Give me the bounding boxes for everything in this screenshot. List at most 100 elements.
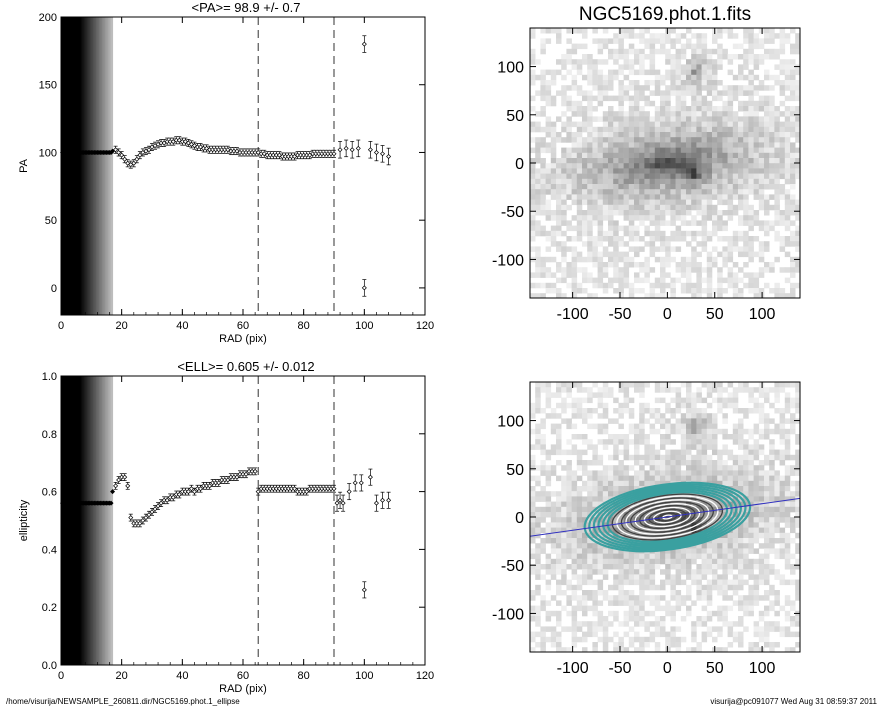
image-pixel — [748, 80, 754, 86]
image-pixel — [691, 178, 697, 185]
image-pixel — [571, 486, 578, 492]
image-pixel — [764, 636, 770, 643]
data-point — [292, 486, 298, 492]
image-pixel — [571, 610, 578, 617]
image-pixel — [712, 80, 718, 86]
image-pixel — [706, 90, 713, 96]
image-pixel — [680, 43, 687, 50]
image-pixel — [530, 517, 536, 523]
image-pixel — [748, 642, 754, 648]
image-pixel — [613, 178, 619, 185]
image-pixel — [680, 449, 687, 456]
shaded-band — [106, 376, 109, 665]
image-pixel — [675, 85, 682, 91]
image-pixel — [753, 272, 760, 278]
image-pixel — [582, 543, 588, 549]
image-pixel — [753, 496, 760, 502]
image-pixel — [727, 397, 734, 404]
image-pixel — [623, 569, 630, 575]
image-pixel — [790, 413, 796, 419]
image-pixel — [764, 579, 770, 586]
image-pixel — [779, 267, 786, 273]
image-pixel — [712, 444, 718, 450]
image-pixel — [732, 538, 739, 544]
image-pixel — [779, 418, 786, 424]
image-pixel — [696, 48, 702, 55]
image-pixel — [784, 408, 791, 414]
image-pixel — [701, 116, 708, 122]
image-pixel — [722, 569, 728, 575]
image-pixel — [618, 465, 624, 471]
image-pixel — [717, 480, 723, 487]
image-pixel — [556, 621, 562, 627]
image-pixel — [743, 74, 749, 81]
image-pixel — [670, 246, 676, 252]
image-pixel — [686, 64, 692, 70]
image-pixel — [660, 569, 666, 575]
image-pixel — [582, 548, 588, 554]
image-pixel — [701, 584, 708, 591]
image-pixel — [597, 168, 604, 174]
image-pixel — [691, 631, 697, 638]
image-pixel — [769, 522, 775, 528]
image-pixel — [628, 465, 635, 471]
image-pixel — [535, 152, 541, 159]
x-tick-label: -100 — [557, 306, 589, 323]
image-pixel — [701, 382, 708, 388]
image-pixel — [649, 69, 656, 76]
image-pixel — [712, 194, 718, 200]
image-pixel — [748, 54, 754, 60]
image-pixel — [727, 480, 734, 487]
image-pixel — [717, 28, 723, 34]
image-pixel — [571, 626, 578, 632]
image-pixel — [550, 574, 557, 580]
image-pixel — [628, 28, 635, 34]
image-pixel — [530, 501, 536, 508]
image-pixel — [540, 282, 546, 289]
image-pixel — [717, 173, 723, 180]
image-pixel — [530, 106, 536, 112]
image-pixel — [545, 90, 552, 96]
image-pixel — [654, 517, 661, 523]
image-pixel — [561, 382, 567, 388]
image-pixel — [701, 126, 708, 133]
image-pixel — [587, 69, 593, 76]
image-pixel — [769, 106, 775, 112]
image-pixel — [784, 522, 791, 528]
image-pixel — [795, 137, 800, 143]
image-pixel — [561, 215, 567, 221]
image-pixel — [790, 605, 796, 612]
image-pixel — [795, 382, 800, 388]
image-pixel — [634, 230, 640, 237]
image-pixel — [545, 387, 552, 393]
image-pixel — [779, 137, 786, 143]
image-pixel — [561, 486, 567, 492]
image-pixel — [576, 465, 583, 471]
image-pixel — [634, 262, 640, 268]
image-pixel — [722, 251, 728, 258]
image-pixel — [608, 48, 614, 55]
image-pixel — [706, 204, 713, 211]
image-pixel — [769, 517, 775, 523]
shaded-band — [85, 17, 88, 315]
image-pixel — [649, 282, 656, 289]
image-pixel — [727, 631, 734, 638]
image-pixel — [701, 189, 708, 195]
image-pixel — [717, 590, 723, 596]
image-pixel — [628, 80, 635, 86]
image-pixel — [628, 574, 635, 580]
image-pixel — [613, 59, 619, 65]
image-pixel — [540, 184, 546, 190]
image-pixel — [660, 43, 666, 50]
image-pixel — [587, 225, 593, 232]
image-pixel — [545, 616, 552, 622]
image-pixel — [795, 584, 800, 591]
image-pixel — [686, 288, 692, 294]
data-point — [243, 471, 249, 477]
image-pixel — [795, 616, 800, 622]
image-pixel — [795, 402, 800, 409]
image-pixel — [561, 527, 567, 534]
image-pixel — [665, 106, 671, 112]
image-pixel — [535, 465, 541, 471]
image-pixel — [748, 288, 754, 294]
